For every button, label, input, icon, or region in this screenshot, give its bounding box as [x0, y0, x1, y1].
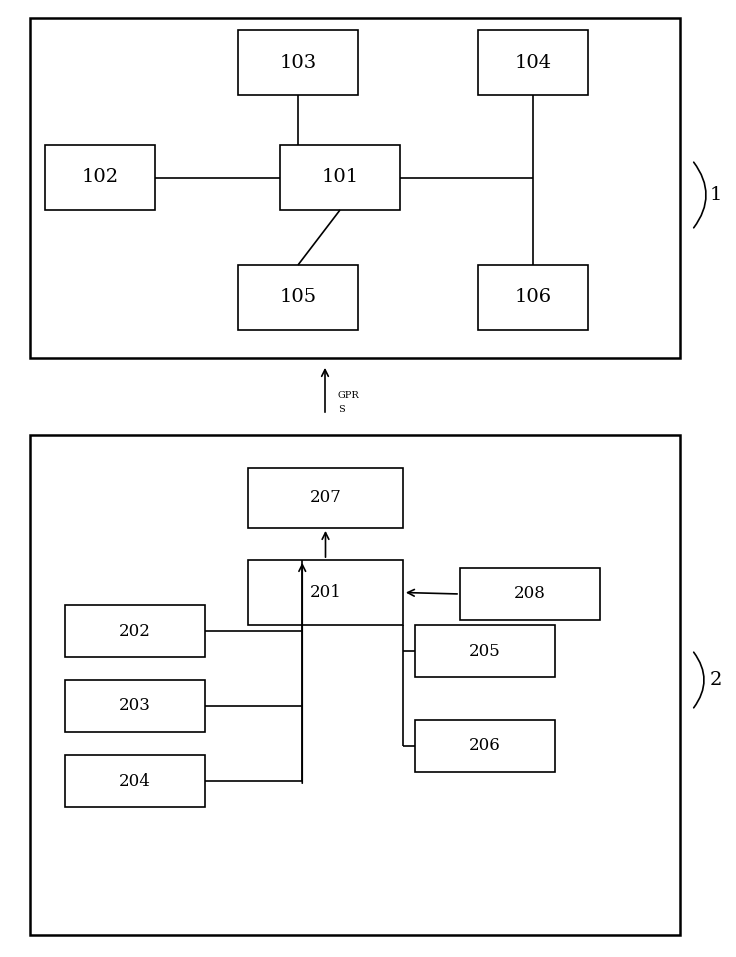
Bar — [30, 18, 680, 358]
Bar — [280, 145, 400, 210]
Text: 207: 207 — [310, 489, 342, 506]
Bar — [248, 560, 403, 625]
Text: 101: 101 — [322, 168, 358, 187]
Text: 104: 104 — [514, 54, 551, 72]
Bar — [45, 145, 155, 210]
Text: 2: 2 — [710, 671, 722, 689]
Bar — [415, 625, 555, 677]
Bar — [460, 568, 600, 620]
Bar — [478, 30, 588, 95]
Bar — [238, 265, 358, 330]
Bar — [30, 435, 680, 935]
Bar — [478, 265, 588, 330]
Bar — [415, 720, 555, 772]
Text: 1: 1 — [710, 186, 722, 204]
Text: 203: 203 — [119, 698, 151, 715]
Text: 206: 206 — [469, 738, 501, 754]
Text: 204: 204 — [119, 772, 151, 790]
Text: 105: 105 — [280, 288, 316, 306]
Bar — [238, 30, 358, 95]
Text: 202: 202 — [119, 622, 151, 639]
Bar — [65, 755, 205, 807]
Bar — [65, 605, 205, 657]
Bar — [65, 680, 205, 732]
Text: S: S — [338, 405, 344, 414]
Text: 205: 205 — [469, 642, 501, 659]
Text: GPR: GPR — [338, 390, 360, 399]
Bar — [248, 468, 403, 528]
Text: 102: 102 — [82, 168, 118, 187]
Text: 103: 103 — [280, 54, 316, 72]
Text: 201: 201 — [310, 584, 342, 601]
Text: 208: 208 — [514, 586, 546, 603]
Text: 106: 106 — [514, 288, 551, 306]
